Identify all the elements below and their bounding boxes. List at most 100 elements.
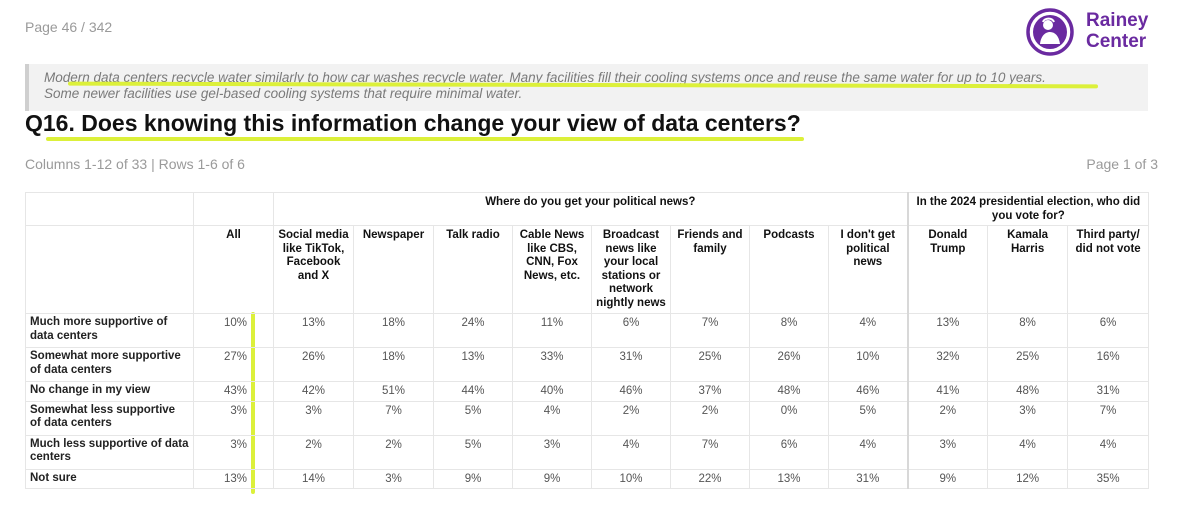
cell-value: 6%	[1067, 313, 1150, 348]
column-header: Newspaper	[353, 225, 434, 314]
table-row: Not sure 13% 14% 3% 9% 9% 10% 22% 13% 31% 9% 12% 35%	[25, 468, 1150, 489]
column-header: Talk radio	[433, 225, 513, 314]
page-indicator: Page 46 / 342	[25, 19, 113, 35]
cell-value: 4%	[827, 434, 909, 470]
logo-portrait-icon	[1026, 8, 1074, 56]
row-label: Much more supportive of data centers	[25, 313, 194, 348]
cell-value: 10%	[193, 313, 274, 348]
group-header-news: Where do you get your political news?	[272, 192, 909, 226]
note-line-1: Modern data centers recycle water simila…	[44, 70, 1046, 85]
cell-value: 2%	[353, 434, 434, 470]
cell-value: 2%	[273, 434, 354, 470]
table-row: Much more supportive of data centers 10% 1…	[25, 313, 1150, 348]
cell-value: 5%	[433, 400, 513, 436]
cell-value: 4%	[591, 434, 671, 470]
cell-value: 9%	[433, 468, 513, 489]
cell-value: 40%	[512, 381, 592, 402]
cell-value: 7%	[670, 313, 750, 348]
cell-value: 13%	[433, 347, 513, 382]
cell-value: 2%	[670, 400, 750, 436]
cell-value: 41%	[906, 381, 989, 402]
cell-value: 44%	[433, 381, 513, 402]
all-group-cell	[193, 192, 274, 226]
cell-value: 4%	[987, 434, 1069, 470]
cell-value: 0%	[749, 400, 829, 436]
logo-text-line1: Rainey	[1086, 10, 1149, 31]
cell-value: 18%	[353, 347, 434, 382]
column-header: I don't get political news	[827, 225, 909, 314]
cell-value: 13%	[749, 468, 829, 489]
cell-value: 10%	[591, 468, 671, 489]
cell-value: 25%	[987, 347, 1069, 382]
column-header: Kamala Harris	[987, 225, 1069, 314]
row-label: Somewhat more supportive of data centers	[25, 347, 194, 382]
cell-value: 4%	[1067, 434, 1150, 470]
cell-value: 26%	[273, 347, 354, 382]
table-row: Somewhat less supportive of data centers…	[25, 400, 1150, 436]
row-label: Somewhat less supportive of data centers	[25, 400, 194, 436]
cell-value: 3%	[987, 400, 1069, 436]
cell-value: 31%	[591, 347, 671, 382]
cell-value: 5%	[433, 434, 513, 470]
column-header: Podcasts	[749, 225, 829, 314]
cell-value: 18%	[353, 313, 434, 348]
cell-value: 3%	[353, 468, 434, 489]
cell-value: 13%	[273, 313, 354, 348]
cell-value: 3%	[906, 434, 989, 470]
crosstab-table: Where do you get your political news? In…	[25, 192, 1150, 489]
cell-value: 4%	[827, 313, 909, 348]
cell-value: 9%	[512, 468, 592, 489]
rainey-center-logo: Rainey Center	[1026, 8, 1156, 58]
cell-value: 33%	[512, 347, 592, 382]
table-row: No change in my view 43% 42% 51% 44% 40% 46% 37…	[25, 381, 1150, 402]
cell-value: 46%	[591, 381, 671, 402]
cell-value: 3%	[512, 434, 592, 470]
cell-value: 3%	[193, 434, 274, 470]
highlight-mark-title	[46, 137, 804, 141]
column-header: Third party/ did not vote	[1067, 225, 1150, 314]
cell-value: 6%	[591, 313, 671, 348]
cell-value: 5%	[827, 400, 909, 436]
cell-value: 7%	[353, 400, 434, 436]
cell-value: 26%	[749, 347, 829, 382]
cell-value: 22%	[670, 468, 750, 489]
cell-value: 13%	[193, 468, 274, 489]
cell-value: 3%	[273, 400, 354, 436]
cell-value: 14%	[273, 468, 354, 489]
cell-value: 35%	[1067, 468, 1150, 489]
cell-value: 13%	[906, 313, 989, 348]
table-page-indicator: Page 1 of 3	[1086, 156, 1158, 172]
cell-value: 8%	[749, 313, 829, 348]
logo-text-line2: Center	[1086, 31, 1147, 52]
cell-value: 27%	[193, 347, 274, 382]
cell-value: 31%	[827, 468, 909, 489]
cell-value: 6%	[749, 434, 829, 470]
column-header: Donald Trump	[906, 225, 989, 314]
column-header: Broadcast news like your local stations …	[591, 225, 671, 314]
column-header: Cable News like CBS, CNN, Fox News, etc.	[512, 225, 592, 314]
column-header: Friends and family	[670, 225, 750, 314]
columns-rows-info: Columns 1-12 of 33 | Rows 1-6 of 6	[25, 156, 245, 172]
cell-value: 16%	[1067, 347, 1150, 382]
cell-value: 3%	[193, 400, 274, 436]
question-title: Q16. Does knowing this information chang…	[25, 110, 801, 136]
cell-value: 25%	[670, 347, 750, 382]
cell-value: 31%	[1067, 381, 1150, 402]
cell-value: 43%	[193, 381, 274, 402]
table-row: Somewhat more supportive of data centers…	[25, 347, 1150, 382]
cell-value: 2%	[906, 400, 989, 436]
cell-value: 9%	[906, 468, 989, 489]
corner-cell	[25, 192, 194, 226]
cell-value: 46%	[827, 381, 909, 402]
row-label-header	[25, 225, 194, 314]
row-label: Much less supportive of data centers	[25, 434, 194, 470]
cell-value: 8%	[987, 313, 1069, 348]
note-line-2: Some newer facilities use gel-based cool…	[44, 86, 523, 101]
cell-value: 32%	[906, 347, 989, 382]
table-row: Much less supportive of data centers 3% 2%…	[25, 434, 1150, 470]
cell-value: 4%	[512, 400, 592, 436]
cell-value: 51%	[353, 381, 434, 402]
cell-value: 7%	[1067, 400, 1150, 436]
row-label: Not sure	[25, 468, 194, 489]
column-header: Social media like TikTok, Facebook and X	[273, 225, 354, 314]
